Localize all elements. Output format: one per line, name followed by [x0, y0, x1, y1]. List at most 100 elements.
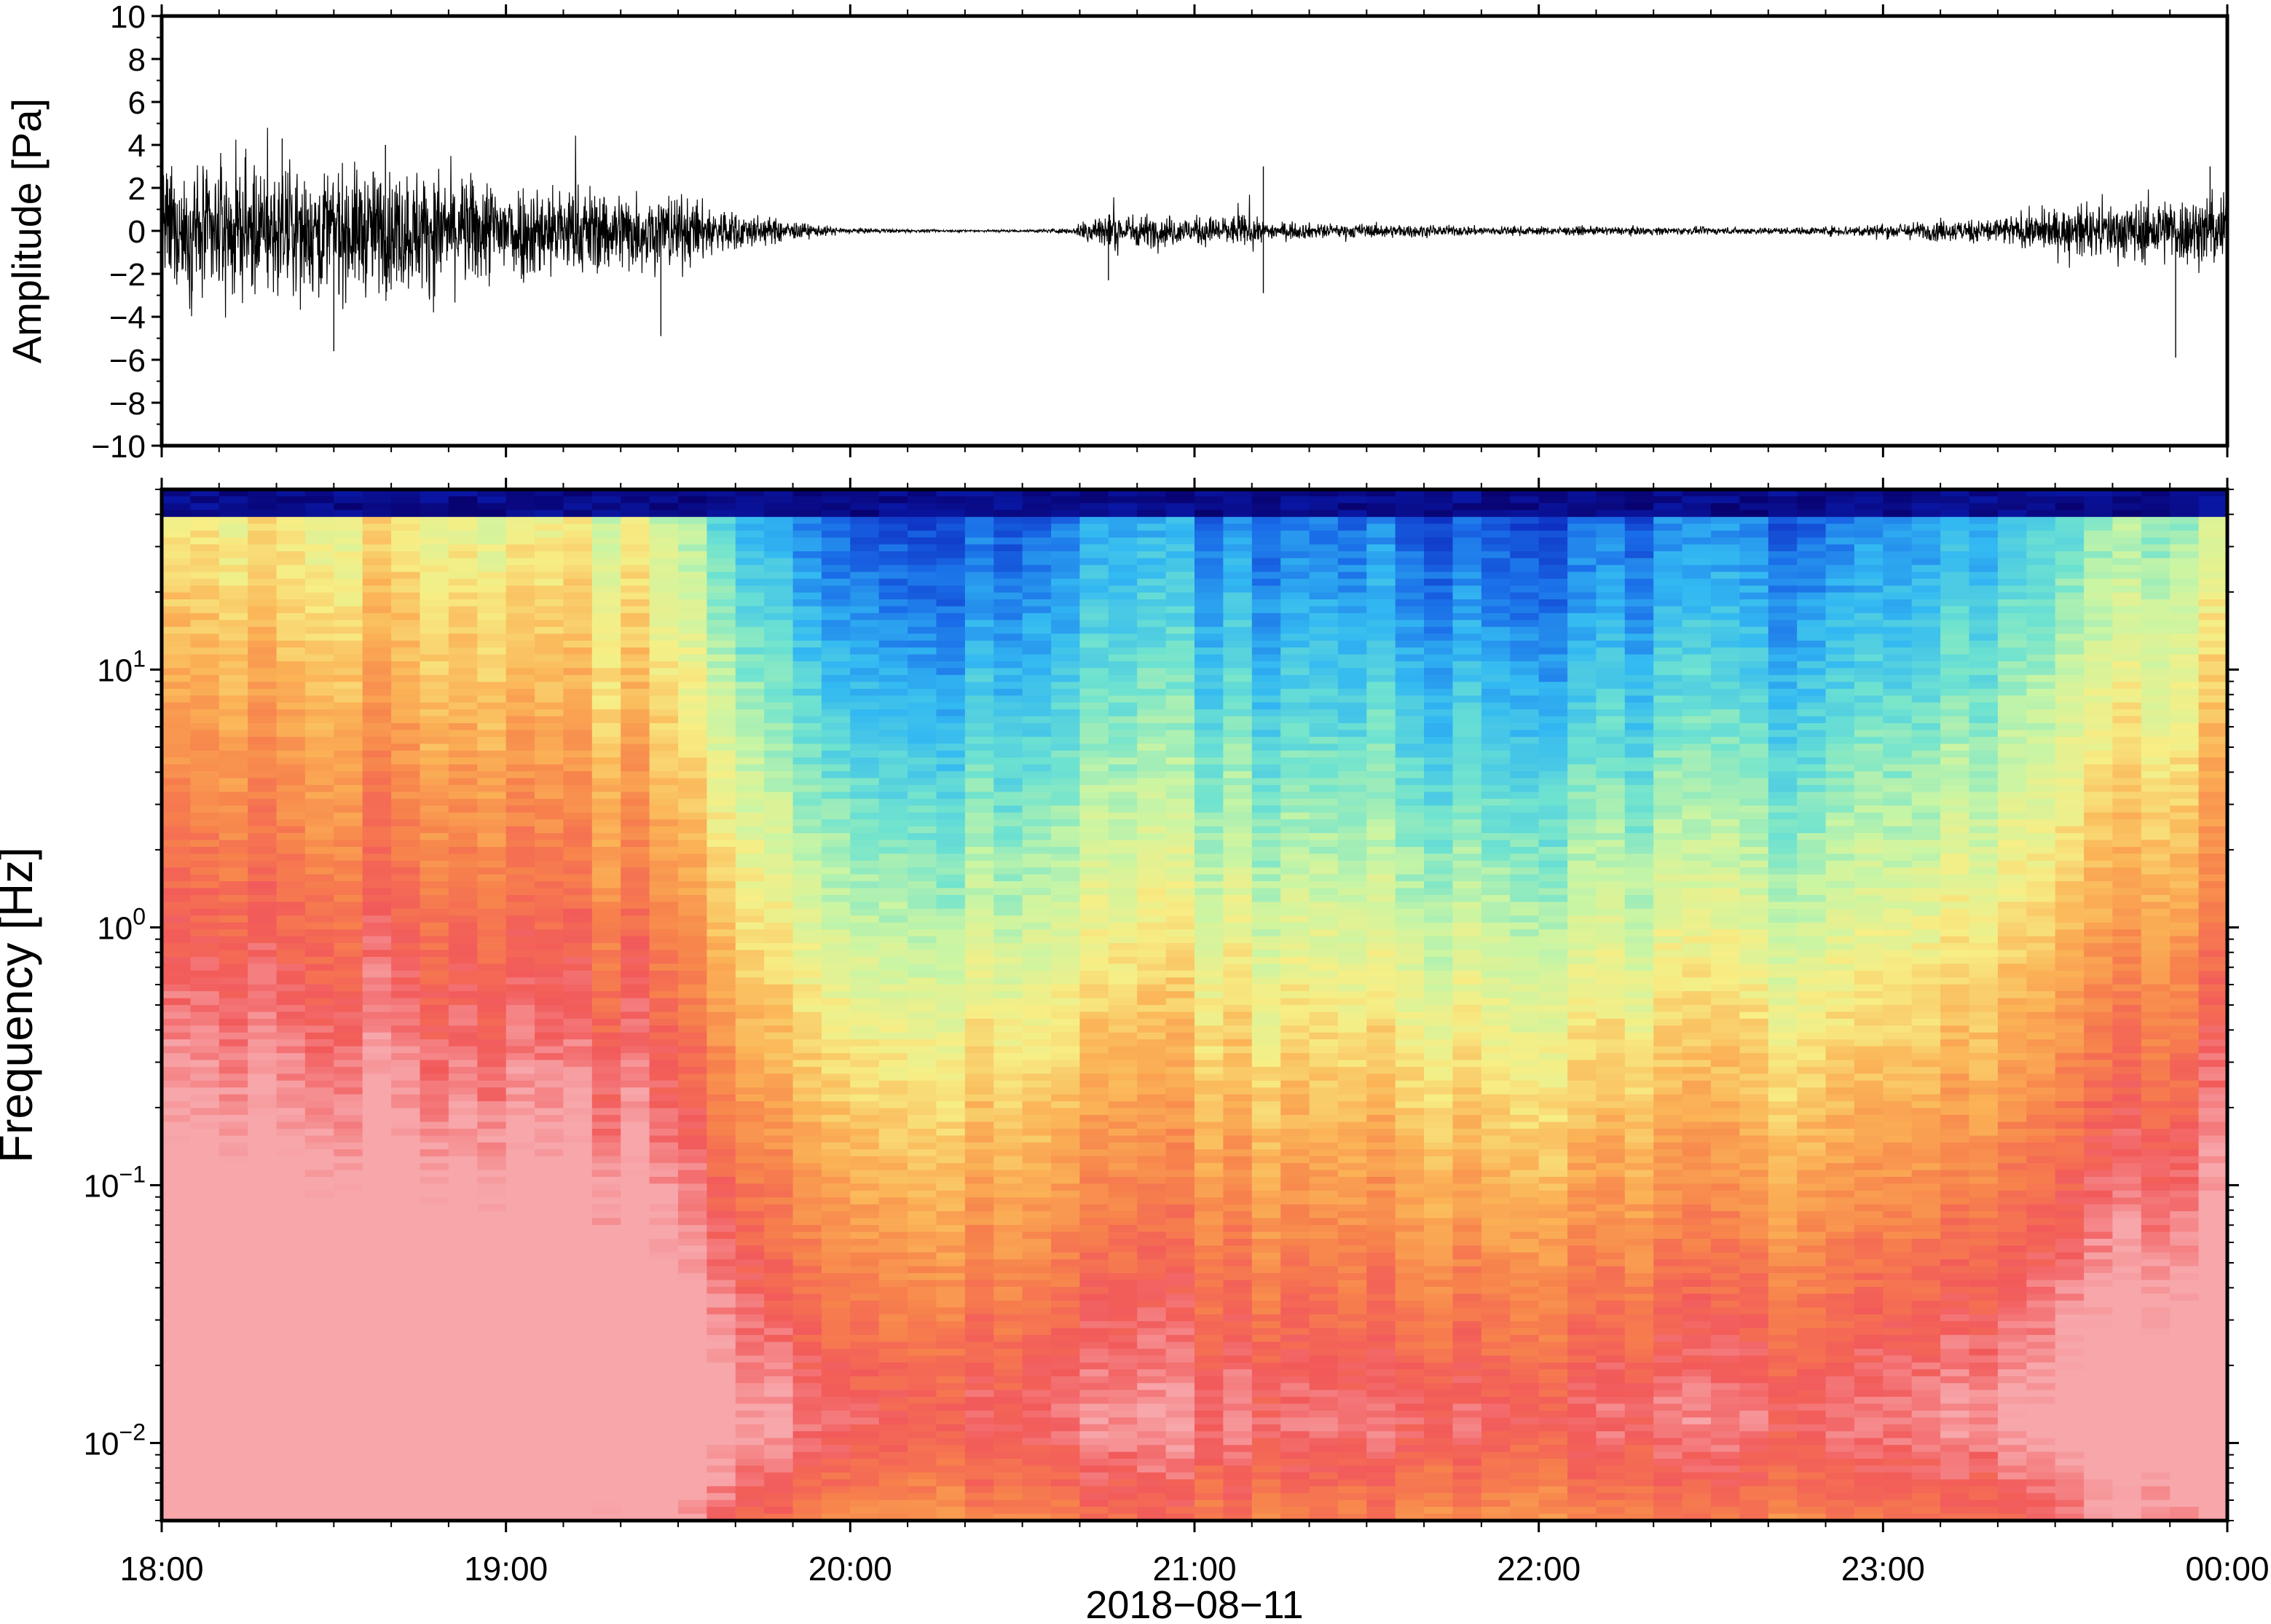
spectrogram-cell — [792, 915, 822, 923]
spectrogram-cell — [563, 922, 593, 931]
spectrogram-cell — [1051, 1486, 1081, 1494]
spectrogram-cell — [707, 1128, 736, 1137]
spectrogram-cell — [1079, 592, 1109, 600]
spectrogram-cell — [621, 496, 650, 504]
spectrogram-cell — [678, 1266, 708, 1274]
spectrogram-cell — [908, 1479, 937, 1487]
spectrogram-cell — [649, 860, 679, 869]
spectrogram-cell — [477, 1424, 507, 1432]
spectrogram-cell — [1022, 1080, 1052, 1089]
spectrogram-cell — [993, 1225, 1023, 1233]
spectrogram-cell — [420, 496, 449, 504]
spectrogram-cell — [477, 881, 507, 889]
spectrogram-cell — [505, 929, 536, 937]
spectrogram-cell — [304, 1383, 335, 1391]
spectrogram-cell — [678, 1094, 708, 1103]
spectrogram-cell — [362, 730, 393, 738]
spectrogram-cell — [936, 578, 966, 587]
spectrogram-cell — [621, 564, 650, 573]
spectrogram-cell — [334, 1472, 363, 1481]
spectrogram-cell — [878, 1293, 909, 1301]
spectrogram-cell — [362, 805, 393, 813]
spectrogram-cell — [276, 1108, 306, 1116]
spectrogram-cell — [190, 1005, 220, 1013]
spectrogram-cell — [792, 1183, 822, 1191]
spectrogram-cell — [735, 1211, 765, 1219]
spectrogram-cell — [219, 661, 249, 669]
spectrogram-cell — [477, 1108, 507, 1116]
spectrogram-cell — [878, 1032, 909, 1041]
spectrogram-cell — [334, 895, 363, 903]
spectrogram-cell — [362, 984, 393, 993]
spectrogram-cell — [535, 1060, 564, 1068]
spectrogram-cell — [993, 1101, 1023, 1109]
spectrogram-cell — [1051, 654, 1081, 662]
spectrogram-cell — [219, 730, 249, 738]
spectrogram-cell — [219, 489, 249, 497]
spectrogram-cell — [276, 1266, 306, 1274]
spectrogram-cell — [678, 1231, 708, 1239]
spectrogram-cell — [707, 647, 736, 655]
spectrogram-cell — [391, 730, 421, 738]
spectrogram-cell — [821, 702, 851, 710]
spectrogram-cell — [1051, 1032, 1081, 1041]
spectrogram-cell — [362, 977, 393, 985]
spectrogram-cell — [535, 510, 564, 518]
spectrogram-cell — [563, 496, 593, 504]
spectrogram-cell — [936, 682, 966, 690]
spectrogram-cell — [1022, 860, 1052, 869]
spectrogram-cell — [276, 1321, 306, 1329]
spectrogram-cell — [591, 798, 622, 807]
spectrogram-cell — [420, 599, 449, 607]
spectrogram-cell — [707, 798, 736, 807]
spectrogram-cell — [1051, 578, 1081, 587]
spectrogram-cell — [764, 1067, 794, 1075]
spectrogram-cell — [334, 840, 363, 848]
spectrogram-cell — [535, 1218, 564, 1226]
spectrogram-cell — [448, 586, 479, 594]
spectrogram-cell — [764, 1122, 794, 1130]
spectrogram-cell — [448, 1032, 479, 1041]
spectrogram-cell — [248, 874, 278, 882]
spectrogram-cell — [850, 1472, 880, 1481]
spectrogram-cell — [190, 998, 220, 1006]
spectrogram-cell — [1079, 778, 1109, 786]
spectrogram-cell — [678, 1293, 708, 1301]
spectrogram-cell — [334, 874, 363, 882]
spectrogram-cell — [707, 1211, 736, 1219]
spectrogram-cell — [420, 744, 449, 752]
spectrogram-cell — [908, 764, 937, 772]
spectrogram-cell — [162, 702, 192, 710]
spectrogram-cell — [162, 654, 192, 662]
spectrogram-cell — [792, 654, 822, 662]
spectrogram-cell — [936, 1472, 966, 1481]
spectrogram-cell — [448, 1499, 479, 1508]
spectrogram-cell — [735, 1293, 765, 1301]
spectrogram-cell — [505, 991, 536, 999]
spectrogram-cell — [649, 1067, 679, 1075]
spectrogram-cell — [420, 620, 449, 628]
spectrogram-cell — [505, 805, 536, 813]
spectrogram-cell — [219, 1163, 249, 1171]
spectrogram-cell — [964, 1321, 995, 1329]
spectrogram-cell — [936, 943, 966, 951]
spectrogram-cell — [420, 812, 449, 821]
spectrogram-cell — [649, 1108, 679, 1116]
spectrogram-cell — [764, 1005, 794, 1013]
spectrogram-cell — [190, 1451, 220, 1459]
spectrogram-cell — [505, 1459, 536, 1467]
spectrogram-cell — [190, 915, 220, 923]
spectrogram-cell — [334, 551, 363, 559]
spectrogram-cell — [1079, 668, 1109, 676]
spectrogram-cell — [621, 1080, 650, 1089]
spectrogram-cell — [792, 1087, 822, 1095]
spectrogram-cell — [248, 606, 278, 614]
spectrogram-cell — [276, 1307, 306, 1315]
spectrogram-cell — [219, 1122, 249, 1130]
spectrogram-cell — [162, 915, 192, 923]
spectrogram-cell — [248, 1039, 278, 1047]
spectrogram-cell — [304, 881, 335, 889]
spectrogram-cell — [908, 1424, 937, 1432]
spectrogram-cell — [248, 1060, 278, 1068]
spectrogram-cell — [591, 1424, 622, 1432]
